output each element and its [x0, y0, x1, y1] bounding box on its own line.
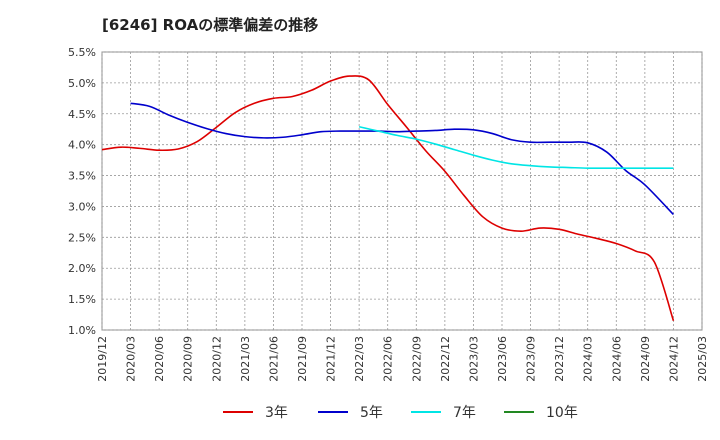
x-tick-label: 2020/12 — [210, 336, 223, 382]
x-tick-label: 2021/06 — [267, 336, 280, 382]
legend-label: 3年 — [265, 405, 288, 421]
x-tick-label: 2023/12 — [553, 336, 566, 382]
x-tick-label: 2022/12 — [439, 336, 452, 382]
x-axis-ticks: 2019/12 2020/03 2020/06 2020/09 2020/12 2021/… — [96, 336, 709, 382]
x-tick-label: 2021/12 — [325, 336, 338, 382]
y-tick-label: 1.0% — [68, 324, 96, 337]
y-tick-label: 5.0% — [68, 77, 96, 90]
x-tick-label: 2022/06 — [382, 336, 395, 382]
x-tick-label: 2022/09 — [410, 336, 423, 382]
legend-label: 5年 — [360, 405, 383, 421]
series-line-1 — [130, 102, 675, 216]
x-tick-label: 2023/03 — [467, 336, 480, 382]
y-tick-label: 3.5% — [68, 170, 96, 183]
legend: 3年 5年 7年 10年 — [223, 405, 578, 421]
plot-area — [101, 51, 703, 331]
y-tick-label: 4.0% — [68, 139, 96, 152]
y-tick-label: 2.0% — [68, 262, 96, 275]
chart-title: [6246] ROAの標準偏差の推移 — [102, 16, 318, 34]
legend-label: 7年 — [453, 405, 476, 421]
series-lines — [101, 75, 675, 321]
x-tick-label: 2021/09 — [296, 336, 309, 382]
y-tick-label: 5.5% — [68, 46, 96, 59]
series-line-2 — [358, 125, 674, 169]
x-tick-label: 2024/12 — [667, 336, 680, 382]
x-tick-label: 2023/06 — [496, 336, 509, 382]
x-tick-label: 2023/09 — [525, 336, 538, 382]
x-tick-label: 2024/09 — [639, 336, 652, 382]
x-tick-label: 2020/03 — [125, 336, 138, 382]
y-tick-label: 4.5% — [68, 108, 96, 121]
legend-label: 10年 — [546, 405, 578, 421]
x-tick-label: 2021/03 — [239, 336, 252, 382]
x-tick-label: 2022/03 — [353, 336, 366, 382]
series-line-0 — [101, 75, 675, 321]
y-tick-label: 2.5% — [68, 231, 96, 244]
y-axis-ticks: 5.5% 5.0% 4.5% 4.0% 3.5% 3.0% 2.5% 2.0% 1.5% 1.0% — [68, 46, 96, 337]
plot-frame — [101, 51, 703, 331]
x-tick-label: 2025/03 — [696, 336, 709, 382]
grid — [101, 51, 703, 331]
x-tick-label: 2024/06 — [610, 336, 623, 382]
y-tick-label: 3.0% — [68, 200, 96, 213]
x-tick-label: 2020/09 — [182, 336, 195, 382]
x-tick-label: 2020/06 — [153, 336, 166, 382]
x-tick-label: 2019/12 — [96, 336, 109, 382]
y-tick-label: 1.5% — [68, 293, 96, 306]
x-tick-label: 2024/03 — [582, 336, 595, 382]
